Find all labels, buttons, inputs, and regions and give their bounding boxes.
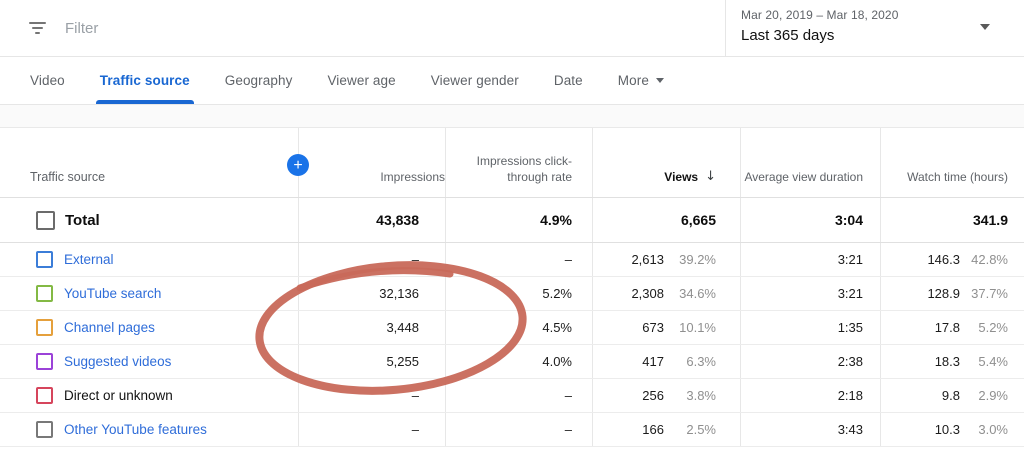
impressions-value: 5,255 xyxy=(386,354,419,369)
total-ctr: 4.9% xyxy=(540,212,572,228)
avg-view-duration-value: 3:21 xyxy=(837,252,863,267)
column-header-watch-time[interactable]: Watch time (hours) xyxy=(880,128,1024,197)
filter-field-area xyxy=(0,0,725,56)
filter-bar: Mar 20, 2019 – Mar 18, 2020 Last 365 day… xyxy=(0,0,1024,57)
row-checkbox[interactable] xyxy=(36,421,53,438)
tab-more[interactable]: More xyxy=(602,57,680,104)
tab-viewer-age[interactable]: Viewer age xyxy=(327,73,396,88)
row-checkbox[interactable] xyxy=(36,387,53,404)
avg-view-duration-value: 2:18 xyxy=(837,388,863,403)
traffic-source-link[interactable]: External xyxy=(64,252,114,267)
tab-traffic-source[interactable]: Traffic source xyxy=(84,57,206,104)
views-value: 673 xyxy=(642,320,664,335)
watch-time-percent: 5.4% xyxy=(978,354,1008,369)
impressions-value: 3,448 xyxy=(386,320,419,335)
views-value: 166 xyxy=(642,422,664,437)
views-value: 2,308 xyxy=(631,286,664,301)
avg-view-duration-value: 1:35 xyxy=(837,320,863,335)
dropdown-caret-icon xyxy=(980,24,990,30)
watch-time-value: 18.3 xyxy=(934,354,960,369)
total-watch-time: 341.9 xyxy=(972,212,1008,228)
filter-icon xyxy=(28,22,46,34)
date-range-text: Mar 20, 2019 – Mar 18, 2020 xyxy=(741,8,899,22)
page-background-gap xyxy=(0,105,1024,128)
traffic-source-link[interactable]: YouTube search xyxy=(64,286,162,301)
column-header-views[interactable]: Views ↓ xyxy=(592,128,740,197)
traffic-source-link: Direct or unknown xyxy=(64,388,173,403)
ctr-value: – xyxy=(564,422,572,437)
row-checkbox[interactable] xyxy=(36,251,53,268)
watch-time-percent: 3.0% xyxy=(978,422,1008,437)
table-body: External – – 2,613 39.2% 3:21 146.3 42.8… xyxy=(0,243,1024,447)
column-header-impressions[interactable]: Impressions xyxy=(298,128,445,197)
ctr-value: – xyxy=(564,388,572,403)
total-views: 6,665 xyxy=(680,212,716,228)
views-value: 2,613 xyxy=(631,252,664,267)
total-impressions: 43,838 xyxy=(376,212,419,228)
tab-video[interactable]: Video xyxy=(30,73,65,88)
watch-time-percent: 37.7% xyxy=(971,286,1008,301)
traffic-source-link[interactable]: Other YouTube features xyxy=(64,422,207,437)
avg-view-duration-value: 2:38 xyxy=(837,354,863,369)
tab-date[interactable]: Date xyxy=(553,73,583,88)
watch-time-percent: 5.2% xyxy=(978,320,1008,335)
avg-view-duration-value: 3:43 xyxy=(837,422,863,437)
watch-time-value: 128.9 xyxy=(927,286,960,301)
views-percent: 3.8% xyxy=(686,388,716,403)
table-row: Suggested videos 5,255 4.0% 417 6.3% 2:3… xyxy=(0,345,1024,379)
views-percent: 6.3% xyxy=(686,354,716,369)
traffic-source-link[interactable]: Suggested videos xyxy=(64,354,172,369)
total-checkbox[interactable] xyxy=(36,210,55,230)
ctr-value: 5.2% xyxy=(542,286,572,301)
impressions-value: – xyxy=(411,252,419,267)
date-preset-label: Last 365 days xyxy=(741,27,835,44)
views-value: 256 xyxy=(642,388,664,403)
watch-time-value: 17.8 xyxy=(934,320,960,335)
column-header-traffic-source: Traffic source xyxy=(30,170,106,184)
row-checkbox[interactable] xyxy=(36,319,53,336)
chevron-down-icon xyxy=(655,78,664,83)
table-row: YouTube search 32,136 5.2% 2,308 34.6% 3… xyxy=(0,277,1024,311)
tab-viewer-gender[interactable]: Viewer gender xyxy=(430,73,519,88)
add-metric-button[interactable]: + xyxy=(287,154,309,176)
total-label: Total xyxy=(65,211,100,229)
table-header-row: Traffic source Impressions Impressions c… xyxy=(0,128,1024,198)
table-row: Channel pages 3,448 4.5% 673 10.1% 1:35 … xyxy=(0,311,1024,345)
tab-geography[interactable]: Geography xyxy=(224,73,293,88)
views-percent: 2.5% xyxy=(686,422,716,437)
total-avg-view-duration: 3:04 xyxy=(834,212,863,228)
views-percent: 10.1% xyxy=(679,320,716,335)
row-checkbox[interactable] xyxy=(36,285,53,302)
watch-time-value: 10.3 xyxy=(934,422,960,437)
date-range-picker[interactable]: Mar 20, 2019 – Mar 18, 2020 Last 365 day… xyxy=(725,0,1024,56)
table-row: Direct or unknown – – 256 3.8% 2:18 9.8 … xyxy=(0,379,1024,413)
impressions-value: 32,136 xyxy=(379,286,419,301)
watch-time-percent: 2.9% xyxy=(978,388,1008,403)
views-value: 417 xyxy=(642,354,664,369)
sort-descending-icon: ↓ xyxy=(705,169,716,184)
views-percent: 34.6% xyxy=(679,286,716,301)
column-header-avg-view-duration[interactable]: Average view duration xyxy=(740,128,880,197)
watch-time-percent: 42.8% xyxy=(971,252,1008,267)
traffic-source-link[interactable]: Channel pages xyxy=(64,320,155,335)
ctr-value: 4.0% xyxy=(542,354,572,369)
table-row: Other YouTube features – – 166 2.5% 3:43… xyxy=(0,413,1024,447)
row-checkbox[interactable] xyxy=(36,353,53,370)
table-row: External – – 2,613 39.2% 3:21 146.3 42.8… xyxy=(0,243,1024,277)
watch-time-value: 146.3 xyxy=(927,252,960,267)
column-header-impressions-ctr[interactable]: Impressions click-through rate xyxy=(445,128,592,197)
impressions-value: – xyxy=(411,388,419,403)
ctr-value: – xyxy=(564,252,572,267)
impressions-value: – xyxy=(411,422,419,437)
report-tabs: Video Traffic source Geography Viewer ag… xyxy=(0,57,1024,105)
views-percent: 39.2% xyxy=(679,252,716,267)
tab-more-label: More xyxy=(617,73,649,88)
ctr-value: 4.5% xyxy=(542,320,572,335)
watch-time-value: 9.8 xyxy=(941,388,960,403)
total-row: Total 43,838 4.9% 6,665 3:04 341.9 xyxy=(0,198,1024,243)
filter-input[interactable] xyxy=(65,19,605,37)
avg-view-duration-value: 3:21 xyxy=(837,286,863,301)
